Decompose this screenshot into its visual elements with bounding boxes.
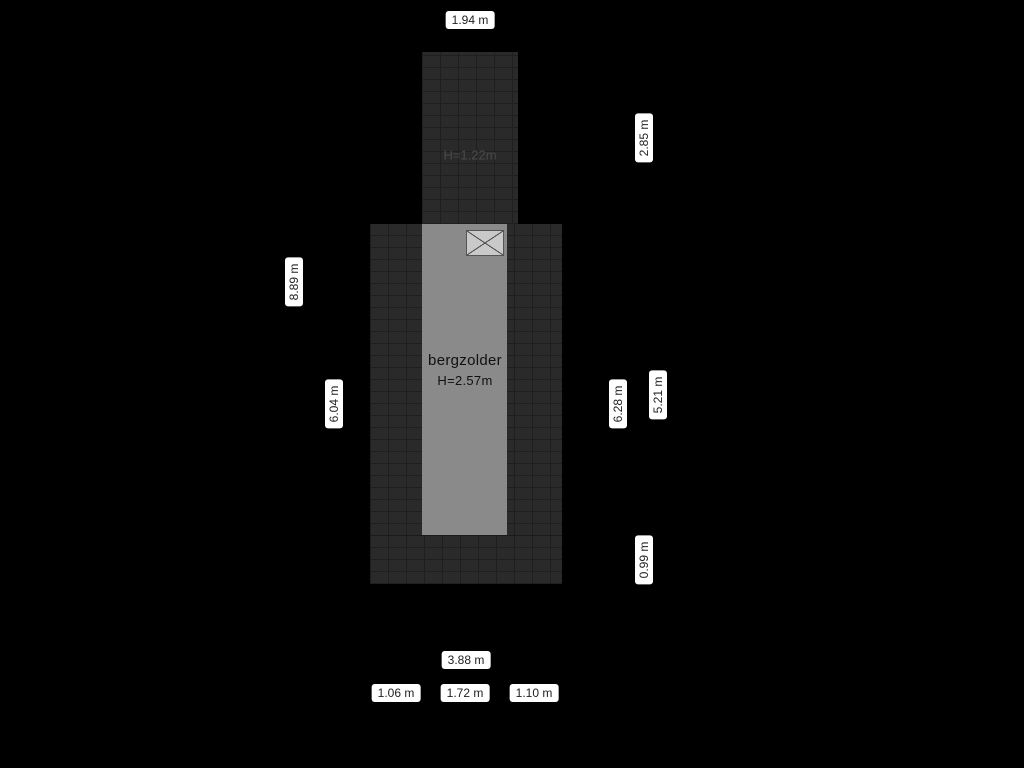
dim-left-outer: 8.89 m <box>285 258 303 307</box>
room-height-text: H=2.57m <box>428 373 502 388</box>
dim-top: 1.94 m <box>446 11 495 29</box>
dim-right-inner: 6.28 m <box>609 380 627 429</box>
dim-bottom-left: 1.06 m <box>372 684 421 702</box>
dim-right-mid: 5.21 m <box>649 371 667 420</box>
roof-divider <box>370 535 562 536</box>
upper-room-height-label: H=1.22m <box>443 148 496 163</box>
hatch-icon <box>466 230 504 256</box>
room-name-text: bergzolder <box>428 352 502 369</box>
dim-right-upper: 2.85 m <box>635 114 653 163</box>
dim-bottom-right: 1.10 m <box>510 684 559 702</box>
dim-bottom-total: 3.88 m <box>442 651 491 669</box>
dim-bottom-mid: 1.72 m <box>441 684 490 702</box>
dim-left-inner: 6.04 m <box>325 380 343 429</box>
dim-right-lower: 0.99 m <box>635 536 653 585</box>
roof-upper <box>422 52 518 224</box>
room-label-bergzolder: bergzolder H=2.57m <box>428 352 502 388</box>
floorplan-canvas: H=1.22m bergzolder H=2.57m 1.94 m 8.89 m… <box>0 0 1024 768</box>
